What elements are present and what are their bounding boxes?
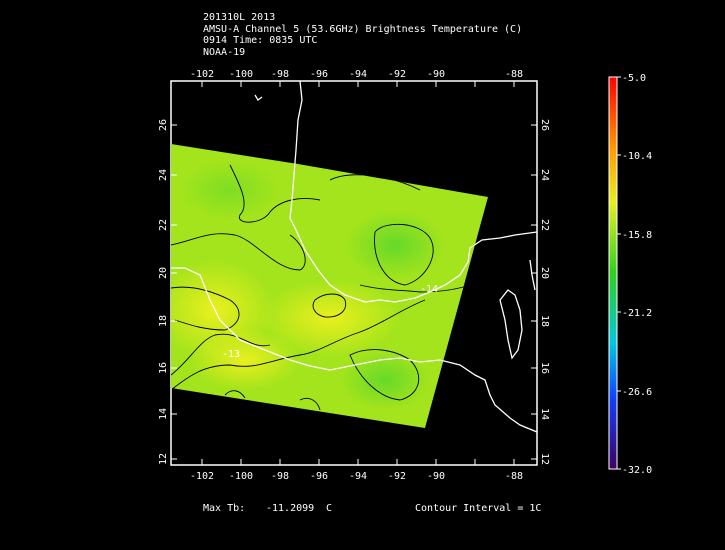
lat-label-left: 18 (158, 315, 169, 327)
colorbar (608, 76, 618, 470)
title-line-3: 0914 Time: 0835 UTC (203, 35, 318, 46)
lat-label-right: 24 (539, 169, 550, 181)
contour-line (359, 284, 471, 293)
contour-line (171, 299, 426, 391)
lat-label-right: 14 (539, 408, 550, 420)
cool-region-pacific (340, 350, 430, 410)
pacific-coastline (171, 267, 441, 371)
contour-line (224, 390, 246, 399)
max-tb-label: Max Tb: (203, 503, 246, 514)
coastline-detail (254, 94, 263, 101)
lat-label-right: 18 (539, 315, 550, 327)
coastline-detail (529, 259, 536, 291)
lon-label-bottom: -90 (427, 471, 445, 482)
brightness-temperature-swath (171, 144, 488, 428)
coastlines (171, 81, 537, 433)
lon-label-bottom: -102 (190, 471, 214, 482)
max-tb-value: -11.2099 (266, 503, 315, 514)
yucatan-coastline (499, 289, 523, 360)
max-tb-unit: C (326, 503, 333, 514)
lon-label-bottom: -96 (310, 471, 328, 482)
lon-label-top: -98 (271, 69, 289, 80)
lon-label-top: -102 (190, 69, 214, 80)
lon-label-bottom: -98 (271, 471, 289, 482)
colorbar-ticks (617, 76, 621, 470)
contour-lines (171, 164, 471, 411)
cool-region-gulf (345, 210, 445, 280)
lon-label-top: -90 (427, 69, 445, 80)
colorbar-label: -21.2 (622, 308, 652, 319)
lat-label-right: 20 (539, 267, 550, 279)
lon-label-top: -92 (388, 69, 406, 80)
title-line-1: 201310L 2013 (203, 12, 276, 23)
lon-label-bottom: -92 (388, 471, 406, 482)
lat-tick-marks (171, 124, 537, 460)
contour-line (171, 333, 271, 376)
contour-line (374, 223, 434, 286)
lat-label-right: 12 (539, 453, 550, 465)
contour-line (171, 233, 306, 271)
lat-label-right: 16 (539, 362, 550, 374)
contour-line (299, 397, 321, 411)
lon-label-top: -96 (310, 69, 328, 80)
colorbar-label: -15.8 (622, 230, 652, 241)
lon-label-top: -94 (349, 69, 367, 80)
colorbar-label: -26.6 (622, 387, 652, 398)
lat-label-right: 26 (539, 119, 550, 131)
lat-label-left: 24 (158, 169, 169, 181)
gulf-coastline (289, 81, 537, 303)
contour-line (171, 286, 240, 331)
title-line-4: NOAA-19 (203, 46, 246, 58)
contour-label: -14 (420, 284, 438, 295)
lat-label-left: 16 (158, 362, 169, 374)
contour-interval: Contour Interval = 1C (415, 503, 542, 514)
lat-label-right: 22 (539, 219, 550, 231)
lon-tick-marks (201, 81, 515, 465)
contour-line (229, 164, 321, 223)
cool-region-north (180, 160, 280, 220)
contour-line (349, 349, 420, 401)
lat-label-left: 26 (158, 119, 169, 131)
lon-label-top: -88 (505, 69, 523, 80)
lon-label-bottom: -88 (505, 471, 523, 482)
central-america-coastline (439, 359, 537, 433)
colorbar-label: -5.0 (622, 73, 646, 84)
lon-label-bottom: -100 (229, 471, 253, 482)
contour-label: -13 (222, 349, 240, 360)
lat-label-left: 14 (158, 408, 169, 420)
map-title-block: 201310L 2013 AMSU-A Channel 5 (53.6GHz) B… (203, 12, 522, 58)
lat-label-left: 12 (158, 453, 169, 465)
colorbar-label: -32.0 (622, 465, 652, 476)
lat-label-left: 20 (158, 267, 169, 279)
contour-line (312, 293, 347, 318)
lon-label-top: -100 (229, 69, 253, 80)
title-line-2: AMSU-A Channel 5 (53.6GHz) Brightness Te… (203, 23, 523, 35)
colorbar-label: -10.4 (622, 151, 652, 162)
lon-label-bottom: -94 (349, 471, 367, 482)
warm-region-south (190, 330, 300, 390)
lat-label-left: 22 (158, 219, 169, 231)
warm-region-central (260, 280, 400, 356)
